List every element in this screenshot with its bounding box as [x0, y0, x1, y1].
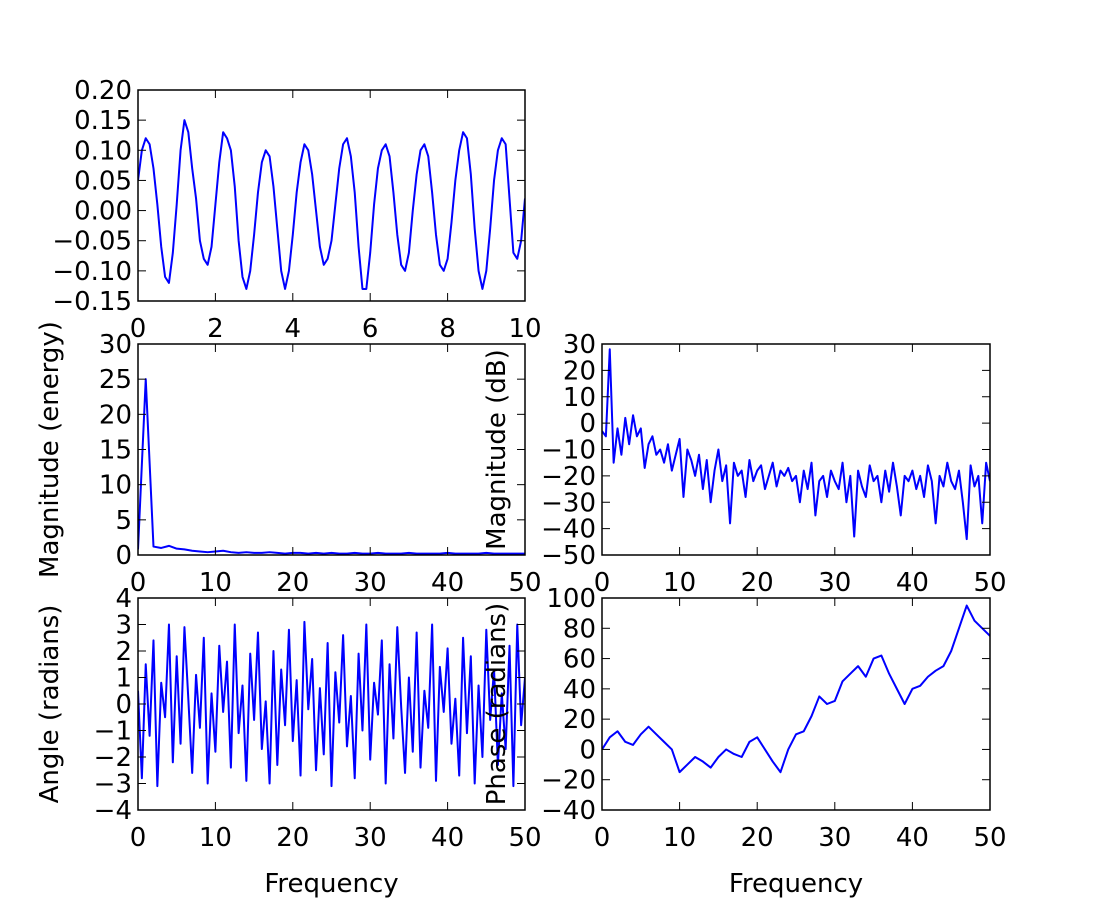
y-tick-label: 40 [563, 675, 596, 705]
y-tick-label: 0 [579, 409, 596, 439]
x-tick-label: 40 [431, 823, 464, 853]
x-tick-label: 2 [207, 314, 224, 344]
x-tick-label: 0 [130, 823, 147, 853]
x-tick-label: 10 [199, 823, 232, 853]
y-axis-label: Magnitude (dB) [482, 349, 512, 550]
x-tick-label: 40 [431, 568, 464, 598]
y-tick-label: 0 [579, 735, 596, 765]
series-line [138, 620, 525, 788]
x-tick-label: 0 [594, 568, 611, 598]
y-tick-label: 15 [99, 436, 132, 466]
y-tick-label: 60 [563, 645, 596, 675]
y-tick-label: 3 [115, 611, 132, 641]
x-tick-label: 10 [663, 823, 696, 853]
y-tick-label: 1 [115, 664, 132, 694]
axes-frame [137, 343, 526, 556]
x-tick-label: 6 [362, 314, 379, 344]
y-tick-label: −4 [94, 796, 132, 826]
y-tick-label: −1 [94, 717, 132, 747]
x-tick-label: 10 [199, 568, 232, 598]
subplot: 0 10 20 30 40 50−40−20020406080100FrequencyPh… [482, 584, 1007, 899]
y-tick-label: −30 [541, 488, 596, 518]
y-tick-label: 20 [563, 356, 596, 386]
y-tick-label: 0.10 [74, 136, 132, 166]
axes-frame [601, 597, 991, 811]
y-tick-label: −0.10 [52, 257, 132, 287]
x-tick-label: 30 [354, 823, 387, 853]
y-tick-label: 100 [546, 584, 596, 614]
y-tick-label: 20 [99, 400, 132, 430]
x-tick-label: 4 [285, 314, 302, 344]
y-tick-label: −10 [541, 436, 596, 466]
y-tick-label: 0.05 [74, 166, 132, 196]
y-tick-label: −0.15 [52, 287, 132, 317]
y-tick-label: 30 [99, 330, 132, 360]
series-line [138, 119, 525, 290]
x-tick-label: 30 [354, 568, 387, 598]
subplot: 0 2 4 6 8 10 −0.15−0.10−0.050.000.050.100.150.… [52, 76, 541, 344]
y-tick-label: 0 [115, 541, 132, 571]
y-tick-label: 0.20 [74, 76, 132, 106]
y-tick-label: 0.00 [74, 197, 132, 227]
y-axis-label: Angle (radians) [35, 605, 65, 804]
x-tick-label: 50 [973, 823, 1006, 853]
y-tick-label: 4 [115, 584, 132, 614]
x-tick-label: 0 [130, 314, 147, 344]
x-tick-label: 50 [973, 568, 1006, 598]
y-tick-label: −20 [541, 766, 596, 796]
y-tick-label: −40 [541, 796, 596, 826]
series-line [602, 348, 990, 541]
y-tick-label: 2 [115, 637, 132, 667]
y-tick-label: 20 [563, 705, 596, 735]
x-tick-label: 0 [594, 823, 611, 853]
subplot: 0 10 20 30 40 50−50−40−30−20−100102030Magnitu… [482, 330, 1007, 598]
x-tick-label: 0 [130, 568, 147, 598]
y-tick-label: −2 [94, 743, 132, 773]
series-line [138, 378, 525, 555]
y-tick-label: 30 [563, 330, 596, 360]
y-tick-label: −3 [94, 770, 132, 800]
subplot: 0 10 20 30 40 50 0 5 10 15 20 25 30 Magnitude (energy… [35, 321, 542, 598]
y-tick-label: 10 [99, 471, 132, 501]
y-tick-label: −40 [541, 515, 596, 545]
y-axis-label: Phase (radians) [482, 603, 512, 806]
y-tick-label: 25 [99, 365, 132, 395]
y-tick-label: 0 [115, 690, 132, 720]
y-tick-label: −0.05 [52, 227, 132, 257]
x-tick-label: 30 [818, 568, 851, 598]
x-tick-label: 20 [741, 568, 774, 598]
x-tick-label: 20 [276, 568, 309, 598]
series-line [602, 604, 990, 774]
x-tick-label: 30 [818, 823, 851, 853]
y-axis-label: Magnitude (energy) [35, 321, 65, 578]
x-tick-label: 40 [896, 568, 929, 598]
x-tick-label: 20 [276, 823, 309, 853]
y-tick-label: 10 [563, 383, 596, 413]
x-tick-label: 10 [663, 568, 696, 598]
y-tick-label: −50 [541, 541, 596, 571]
x-tick-label: 50 [508, 823, 541, 853]
x-tick-label: 8 [439, 314, 456, 344]
y-tick-label: −20 [541, 462, 596, 492]
y-tick-label: 80 [563, 614, 596, 644]
axes-frame [137, 89, 526, 302]
x-axis-label: Frequency [264, 869, 398, 899]
x-tick-label: 40 [896, 823, 929, 853]
y-tick-label: 5 [115, 506, 132, 536]
x-axis-label: Frequency [729, 869, 863, 899]
x-tick-label: 20 [741, 823, 774, 853]
y-tick-label: 0.15 [74, 106, 132, 136]
x-tick-label: 50 [508, 568, 541, 598]
x-tick-label: 10 [508, 314, 541, 344]
